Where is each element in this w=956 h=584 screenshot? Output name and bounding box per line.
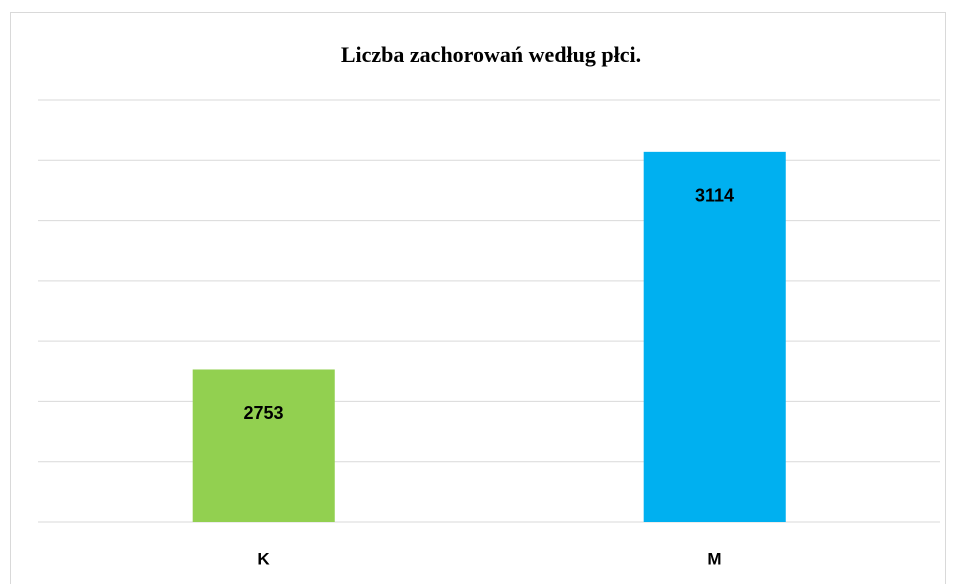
chart-border [10,12,946,584]
chart-title: Liczba zachorowań według płci. [341,42,641,67]
bar [192,369,335,522]
data-label: 2753 [243,403,283,423]
bar [643,151,786,523]
data-label: 3114 [695,186,734,206]
x-tick-label: K [257,549,270,568]
x-tick-label: M [707,549,721,568]
